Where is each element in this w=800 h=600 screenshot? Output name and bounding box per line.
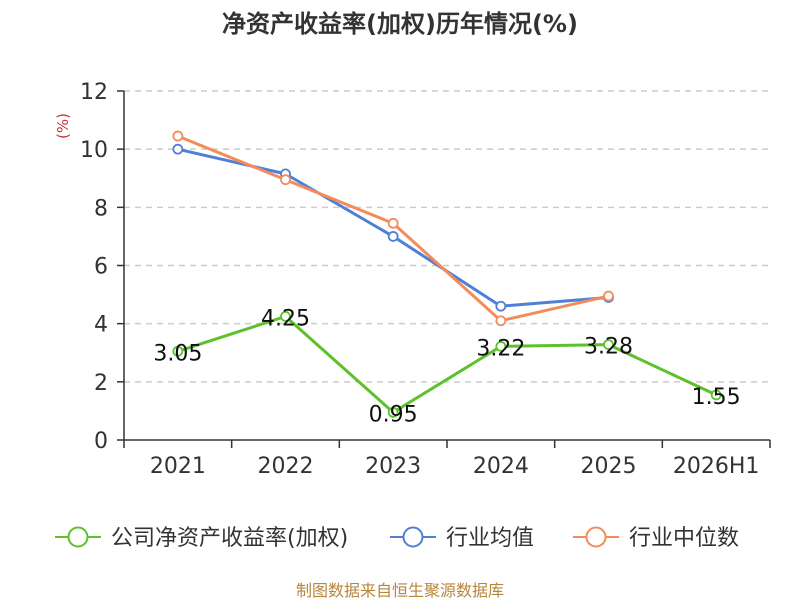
- x-tick-label: 2026H1: [673, 454, 760, 479]
- legend-marker: [67, 526, 89, 548]
- data-point: [603, 339, 614, 351]
- data-point: [495, 300, 507, 312]
- x-tick-labels: 2021 2022 2023 2024 2025 2026H1: [150, 454, 760, 479]
- data-point: [172, 143, 184, 155]
- grid-lines: [124, 90, 770, 383]
- data-labels: 3.05 4.25 0.95 3.22 3.28 1.55: [153, 306, 740, 427]
- x-tick-label: 2025: [581, 454, 637, 479]
- x-tick-label: 2022: [258, 454, 314, 479]
- data-label: 0.95: [369, 402, 418, 427]
- data-label: 3.05: [153, 341, 202, 366]
- data-point: [172, 345, 184, 357]
- chart-title: 净资产收益率(加权)历年情况(%): [222, 10, 578, 38]
- series-3: [172, 130, 614, 327]
- data-point: [387, 231, 399, 242]
- y-tick-label: 0: [94, 429, 108, 454]
- data-point: [387, 406, 399, 418]
- legend-label: 行业中位数: [629, 526, 739, 551]
- y-tick-label: 10: [80, 138, 108, 163]
- x-tick-label: 2023: [365, 454, 421, 479]
- data-point: [172, 130, 184, 142]
- axes: [117, 90, 771, 448]
- series-1: [172, 310, 722, 418]
- legend-marker: [402, 526, 424, 548]
- x-tick-label: 2021: [150, 454, 206, 479]
- y-tick-labels: 0 2 4 6 8 10 12: [80, 80, 108, 454]
- data-label: 1.55: [692, 385, 741, 410]
- y-tick-label: 2: [94, 371, 108, 396]
- y-tick-label: 6: [94, 255, 108, 280]
- legend: 公司净资产收益率(加权) 行业均值 行业中位数: [55, 526, 739, 551]
- legend-label: 公司净资产收益率(加权): [111, 526, 348, 551]
- series-line: [177, 314, 717, 414]
- data-point: [495, 340, 507, 352]
- x-tick-label: 2024: [473, 454, 529, 479]
- data-point: [603, 290, 614, 302]
- data-point: [280, 174, 291, 186]
- y-axis-label: (%): [54, 113, 72, 139]
- data-label: 3.22: [476, 336, 525, 361]
- source-note: 制图数据来自恒生聚源数据库: [296, 581, 504, 600]
- data-label: 4.25: [261, 306, 310, 331]
- legend-item: 公司净资产收益率(加权): [55, 526, 348, 551]
- data-point: [387, 217, 399, 229]
- data-point: [280, 310, 291, 322]
- data-point: [710, 389, 722, 401]
- y-tick-label: 4: [94, 313, 108, 338]
- legend-item: 行业均值: [390, 526, 534, 551]
- data-label: 3.28: [584, 335, 633, 360]
- data-point: [495, 315, 507, 327]
- legend-item: 行业中位数: [573, 526, 739, 551]
- series-group: [172, 130, 722, 418]
- legend-marker: [585, 526, 607, 548]
- legend-label: 行业均值: [446, 526, 534, 551]
- y-tick-label: 8: [94, 196, 108, 221]
- y-tick-label: 12: [80, 80, 108, 105]
